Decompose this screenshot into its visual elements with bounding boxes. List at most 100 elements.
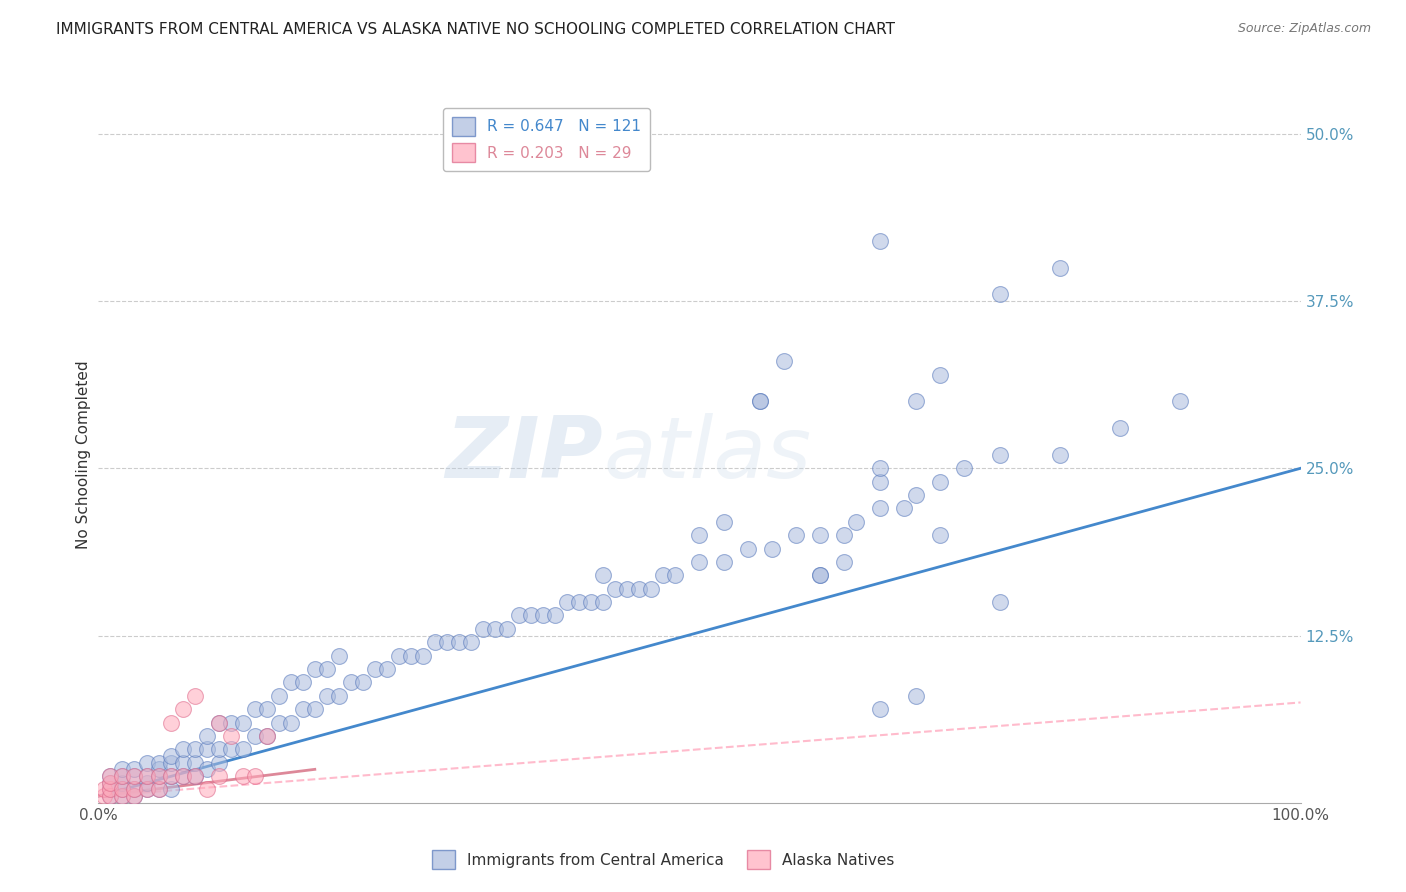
Point	[135, 775, 157, 790]
Point	[988, 448, 1011, 462]
Text: IMMIGRANTS FROM CENTRAL AMERICA VS ALASKA NATIVE NO SCHOOLING COMPLETED CORRELAT: IMMIGRANTS FROM CENTRAL AMERICA VS ALASK…	[56, 22, 896, 37]
Point	[111, 789, 134, 803]
Point	[172, 702, 194, 716]
Point	[172, 769, 194, 783]
Point	[208, 769, 231, 783]
Point	[748, 394, 770, 409]
Point	[111, 782, 134, 797]
Point	[304, 702, 326, 716]
Point	[159, 769, 181, 783]
Point	[111, 769, 134, 783]
Point	[93, 782, 115, 797]
Point	[148, 756, 170, 770]
Point	[256, 702, 278, 716]
Point	[219, 742, 242, 756]
Point	[172, 756, 194, 770]
Point	[496, 622, 519, 636]
Point	[291, 675, 314, 690]
Point	[148, 769, 170, 783]
Point	[124, 782, 146, 797]
Point	[953, 461, 976, 475]
Point	[135, 756, 157, 770]
Point	[219, 715, 242, 730]
Point	[124, 762, 146, 776]
Point	[748, 394, 770, 409]
Point	[315, 662, 337, 676]
Point	[616, 582, 638, 596]
Point	[1170, 394, 1192, 409]
Point	[412, 648, 434, 663]
Point	[928, 528, 950, 542]
Point	[869, 501, 891, 516]
Point	[208, 742, 231, 756]
Point	[544, 608, 567, 623]
Point	[640, 582, 662, 596]
Point	[100, 789, 122, 803]
Point	[893, 501, 915, 516]
Point	[183, 769, 205, 783]
Point	[100, 789, 122, 803]
Point	[111, 775, 134, 790]
Point	[581, 595, 603, 609]
Point	[159, 782, 181, 797]
Point	[436, 635, 458, 649]
Text: atlas: atlas	[603, 413, 811, 497]
Point	[568, 595, 591, 609]
Point	[172, 769, 194, 783]
Point	[100, 769, 122, 783]
Point	[808, 528, 831, 542]
Point	[256, 729, 278, 743]
Point	[124, 789, 146, 803]
Point	[928, 368, 950, 382]
Point	[111, 789, 134, 803]
Point	[869, 461, 891, 475]
Point	[472, 622, 495, 636]
Point	[111, 762, 134, 776]
Point	[988, 287, 1011, 301]
Point	[208, 715, 231, 730]
Point	[100, 782, 122, 797]
Point	[148, 762, 170, 776]
Point	[869, 234, 891, 248]
Point	[832, 528, 855, 542]
Point	[148, 782, 170, 797]
Point	[555, 595, 578, 609]
Point	[315, 689, 337, 703]
Point	[772, 354, 794, 368]
Point	[183, 742, 205, 756]
Point	[232, 742, 254, 756]
Point	[423, 635, 446, 649]
Point	[243, 729, 266, 743]
Text: Source: ZipAtlas.com: Source: ZipAtlas.com	[1237, 22, 1371, 36]
Point	[232, 715, 254, 730]
Point	[148, 782, 170, 797]
Point	[195, 782, 218, 797]
Point	[159, 756, 181, 770]
Point	[785, 528, 807, 542]
Point	[808, 568, 831, 582]
Point	[399, 648, 422, 663]
Point	[928, 475, 950, 489]
Point	[592, 568, 614, 582]
Point	[183, 689, 205, 703]
Text: ZIP: ZIP	[446, 413, 603, 497]
Point	[124, 782, 146, 797]
Point	[628, 582, 651, 596]
Point	[243, 769, 266, 783]
Point	[280, 715, 302, 730]
Point	[124, 769, 146, 783]
Point	[219, 729, 242, 743]
Point	[688, 555, 710, 569]
Point	[869, 475, 891, 489]
Point	[195, 742, 218, 756]
Point	[508, 608, 530, 623]
Point	[328, 689, 350, 703]
Point	[460, 635, 482, 649]
Point	[340, 675, 363, 690]
Point	[100, 775, 122, 790]
Point	[267, 715, 290, 730]
Point	[111, 769, 134, 783]
Point	[148, 769, 170, 783]
Point	[256, 729, 278, 743]
Point	[988, 595, 1011, 609]
